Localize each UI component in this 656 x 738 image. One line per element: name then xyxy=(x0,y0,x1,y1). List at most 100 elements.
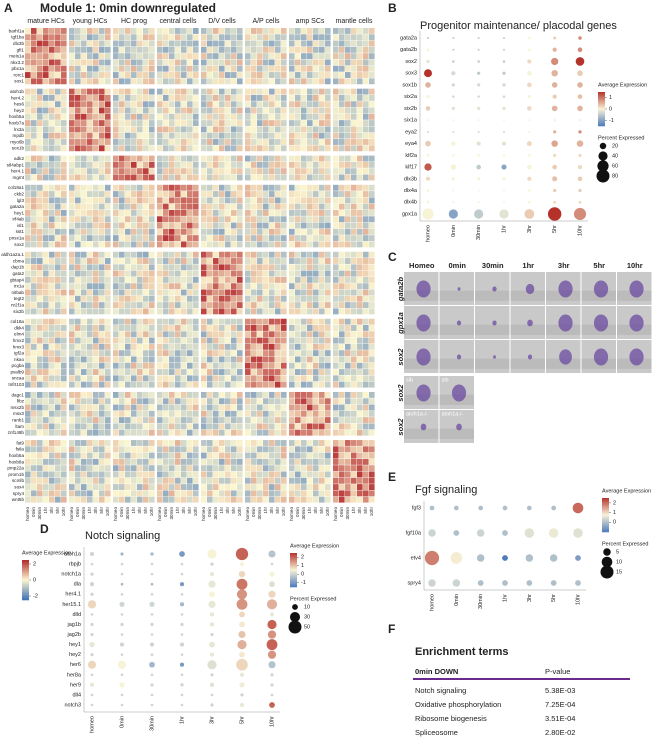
heatmap-cell xyxy=(105,391,111,398)
heatmap-cell xyxy=(325,241,331,248)
dot xyxy=(553,200,557,204)
heatmap-cell xyxy=(113,120,119,127)
heatmap-cell xyxy=(81,59,87,66)
heatmap-cell xyxy=(245,88,251,95)
heatmap-cell xyxy=(369,477,375,484)
heatmap-cell xyxy=(125,161,131,168)
heatmap-cell xyxy=(307,410,313,417)
dot xyxy=(526,580,533,586)
heatmap-cell xyxy=(225,490,231,497)
heatmap-cell xyxy=(231,197,237,204)
heatmap-cell xyxy=(201,276,207,283)
heatmap-cell xyxy=(37,174,43,181)
heatmap-cell xyxy=(125,28,131,34)
heatmap-cell xyxy=(187,471,193,478)
heatmap-cell xyxy=(25,343,31,350)
heatmap-cell xyxy=(81,302,87,309)
heatmap-cell xyxy=(113,423,119,430)
heatmap-cell xyxy=(289,308,295,315)
heatmap-cell xyxy=(269,270,275,277)
heatmap-cell xyxy=(75,88,81,95)
heatmap-cell xyxy=(213,53,219,60)
heatmap-cell xyxy=(49,308,55,315)
heatmap-cell xyxy=(245,53,251,60)
heatmap-cell xyxy=(181,222,187,229)
heatmap-cell xyxy=(87,191,93,197)
heatmap-cell xyxy=(325,270,331,277)
heatmap-cell xyxy=(269,484,275,491)
heatmap-cell xyxy=(357,78,363,85)
heatmap-cell xyxy=(333,308,339,315)
heatmap-cell xyxy=(61,241,67,248)
heatmap-cell xyxy=(125,59,131,66)
heatmap-cell xyxy=(163,350,169,357)
heatmap-cell xyxy=(149,391,155,398)
dot xyxy=(453,530,460,536)
heatmap-cell xyxy=(201,391,207,398)
heatmap-cell xyxy=(295,139,301,145)
heatmap-cell xyxy=(61,283,67,290)
heatmap-cell xyxy=(307,477,313,484)
heatmap-cell xyxy=(113,203,119,210)
heatmap-cell xyxy=(87,168,93,175)
dot xyxy=(87,600,97,609)
dot xyxy=(477,48,480,51)
heatmap-cell xyxy=(225,471,231,478)
heatmap-cell xyxy=(125,398,131,405)
heatmap-cell xyxy=(125,228,131,235)
heatmap-cell xyxy=(81,209,87,216)
heatmap-cell xyxy=(251,477,257,484)
heatmap-cell xyxy=(157,94,163,101)
gene-label: aldh1a2a.1 xyxy=(1,252,24,257)
heatmap-cell xyxy=(339,139,345,145)
heatmap-cell xyxy=(275,270,281,277)
heatmap-cell xyxy=(357,270,363,277)
heatmap-cell xyxy=(325,429,331,436)
heatmap-cell xyxy=(219,101,225,108)
heatmap-cell xyxy=(125,496,131,503)
heatmap-cell xyxy=(281,209,287,216)
heatmap-cell xyxy=(49,191,55,197)
heatmap-cell xyxy=(93,369,99,375)
heatmap-cell xyxy=(149,191,155,197)
heatmap-cell xyxy=(231,107,237,114)
heatmap-cell xyxy=(69,404,75,411)
heatmap-cell xyxy=(357,308,363,315)
heatmap-cell xyxy=(25,417,31,424)
heatmap-cell xyxy=(213,369,219,375)
heatmap-cell xyxy=(93,101,99,108)
heatmap-cell xyxy=(207,477,213,484)
heatmap-cell xyxy=(157,325,163,331)
heatmap-cell xyxy=(269,88,275,95)
heatmap-cell xyxy=(275,264,281,271)
heatmap-cell xyxy=(213,59,219,66)
heatmap-cell xyxy=(213,28,219,34)
heatmap-cell xyxy=(269,350,275,357)
heatmap-cell xyxy=(201,331,207,338)
heatmap-cell xyxy=(143,398,149,405)
heatmap-cell xyxy=(295,46,301,53)
heatmap-cell xyxy=(61,28,67,34)
heatmap-cell xyxy=(175,484,181,491)
gene-label: hoxb7a xyxy=(9,121,25,126)
heatmap-cell xyxy=(119,440,125,446)
heatmap-cell xyxy=(169,168,175,175)
heatmap-cell xyxy=(163,302,169,309)
heatmap-cell xyxy=(251,216,257,223)
heatmap-cell xyxy=(275,113,281,120)
heatmap-cell xyxy=(325,325,331,331)
heatmap-cell xyxy=(219,222,225,229)
heatmap-cell xyxy=(339,398,345,405)
heatmap-cell xyxy=(325,308,331,315)
heatmap-cell xyxy=(237,429,243,436)
heatmap-cell xyxy=(369,101,375,108)
heatmap-cell xyxy=(225,72,231,78)
dot xyxy=(448,209,458,219)
heatmap-cell xyxy=(43,337,49,344)
heatmap-cell xyxy=(313,496,319,503)
heatmap-cell xyxy=(225,362,231,369)
gene-label: irx1a xyxy=(14,284,24,289)
heatmap-cell xyxy=(269,101,275,108)
heatmap-cell xyxy=(219,343,225,350)
heatmap-cell xyxy=(237,107,243,114)
